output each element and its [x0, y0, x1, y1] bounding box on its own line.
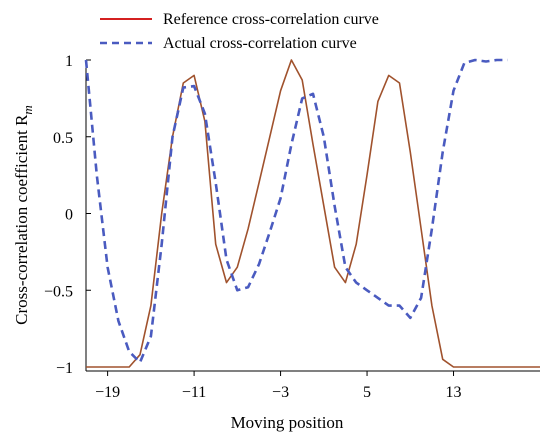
legend-label-actual: Actual cross-correlation curve — [163, 35, 357, 52]
plot-area — [84, 58, 540, 368]
legend-label-reference: Reference cross-correlation curve — [163, 11, 379, 28]
x-tick-label: −11 — [182, 384, 206, 401]
x-tick-label: 13 — [446, 384, 462, 401]
y-tick-label: −1 — [56, 360, 73, 377]
x-tick-label: −3 — [272, 384, 289, 401]
x-tick-label: −19 — [95, 384, 120, 401]
y-axis-label-main: Cross-correlation coefficient R — [12, 114, 31, 325]
y-tick-label: 0 — [65, 207, 73, 224]
legend: Reference cross-correlation curve Actual… — [100, 11, 379, 52]
y-axis-label-subscript: m — [20, 105, 35, 114]
y-tick-label: −0.5 — [44, 283, 73, 300]
axis-ticks: −19 −11 −3 5 13 1 0.5 0 −0.5 −1 — [44, 53, 462, 401]
series-line-actual — [84, 58, 508, 364]
x-axis-label: Moving position — [231, 413, 344, 432]
x-tick-label: 5 — [363, 384, 371, 401]
y-tick-label: 0.5 — [53, 130, 73, 147]
y-tick-label: 1 — [65, 53, 73, 70]
series-line-reference — [86, 59, 540, 368]
y-axis-label: Cross-correlation coefficient Rm — [12, 105, 35, 325]
